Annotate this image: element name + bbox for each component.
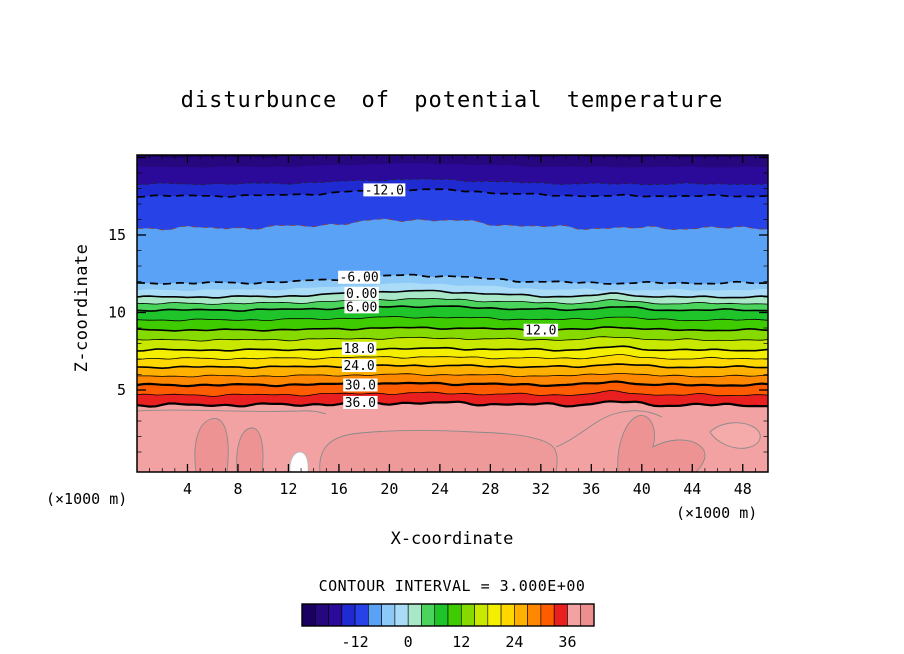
contour-line [137, 354, 768, 360]
colorbar-cell [328, 603, 343, 627]
contour-label-bg [341, 359, 377, 373]
colorbar-cell [447, 603, 462, 627]
colorbar-cell [434, 603, 449, 627]
contour-line [137, 273, 768, 285]
contour-line [137, 373, 768, 378]
colorbar-cell [354, 603, 369, 627]
contour-line [137, 326, 768, 332]
contour-label: 24.0 [343, 359, 374, 374]
contour-line [137, 188, 768, 198]
contour-line [137, 363, 768, 370]
contour-interval-label: CONTOUR INTERVAL = 3.000E+00 [318, 577, 586, 595]
contour-label: 18.0 [343, 342, 374, 357]
contour-line [137, 400, 768, 408]
colorbar-tick-label: -12 [342, 633, 369, 651]
z-tick-label: 10 [108, 304, 126, 322]
z-tick-label: 15 [108, 226, 126, 244]
colorbar-cell [553, 603, 568, 627]
contour-label: -12.0 [365, 183, 404, 198]
colorbar-tick-label: 36 [558, 633, 576, 651]
ground-contour [289, 451, 309, 472]
ground-contour [194, 418, 229, 472]
x-tick-label: 12 [279, 480, 297, 498]
colorbar-tick-label: 12 [452, 633, 470, 651]
colorbar-tick-label: 24 [505, 633, 523, 651]
x-tick-label: 40 [633, 480, 651, 498]
colorbar-tick-label: 0 [404, 633, 413, 651]
contour-label: 36.0 [345, 396, 376, 411]
x-unit-label-right: (×1000 m) [676, 504, 758, 522]
contour-line [137, 380, 768, 388]
contour-label-bg [363, 183, 406, 197]
contour-line [137, 298, 768, 305]
contour-label-bg [523, 323, 559, 337]
x-tick-label: 24 [431, 480, 449, 498]
contour-label: 0.00 [346, 287, 377, 302]
colorbar-cell [368, 603, 382, 627]
x-tick-label: 8 [233, 480, 242, 498]
colorbar-cell [394, 603, 409, 627]
colorbar-cell [500, 603, 515, 627]
contour-line [137, 289, 768, 299]
x-tick-label: 44 [683, 480, 701, 498]
ground-contour [709, 422, 761, 449]
colorbar-frame [301, 603, 595, 627]
contour-line [137, 178, 768, 186]
contour-label: 30.0 [345, 378, 376, 393]
colorbar-cell [381, 603, 396, 627]
x-tick-label: 36 [582, 480, 600, 498]
x-tick-label: 4 [183, 480, 192, 498]
colorbar: -12 0 12 24 36 [301, 603, 595, 651]
contour-label-bg [344, 286, 379, 300]
colorbar-cell [407, 603, 422, 627]
x-tick-label: 28 [481, 480, 499, 498]
contour-label-bg [343, 378, 378, 392]
colorbar-cell [341, 603, 356, 627]
contour-line [137, 305, 768, 312]
colorbar-cell [314, 603, 329, 627]
x-tick-label: 48 [734, 480, 752, 498]
colorbar-cell [567, 603, 582, 627]
colorbar-cell [580, 603, 595, 627]
x-tick-label: 20 [380, 480, 398, 498]
x-axis-label: X-coordinate [390, 529, 514, 549]
ground-contour [236, 427, 264, 472]
x-tick-label: 16 [330, 480, 348, 498]
colorbar-cell [460, 603, 475, 627]
colorbar-cell [527, 603, 542, 627]
chart-title: disturbunce of potential temperature [180, 88, 724, 113]
contour-label-bg [344, 300, 379, 314]
colorbar-cell [487, 603, 502, 627]
contour-label: 12.0 [525, 324, 556, 339]
colorbar-cell [474, 603, 489, 627]
colorbar-cell [421, 603, 436, 627]
colorbar-cell [514, 603, 528, 627]
x-tick-label: 32 [532, 480, 550, 498]
contour-line [137, 336, 768, 342]
x-unit-label-left: (×1000 m) [46, 490, 128, 508]
ground-contour [319, 429, 558, 472]
contour-label: 6.00 [346, 300, 377, 315]
ground-contour [617, 414, 706, 472]
contour-line [137, 218, 768, 231]
ground-contour [555, 410, 663, 448]
contour-label-bg [338, 270, 381, 284]
colorbar-cell [301, 603, 316, 627]
contour-label-bg [341, 341, 377, 355]
contour-label: -6.00 [340, 271, 379, 286]
z-tick-label: 5 [117, 381, 126, 399]
ground-contour [137, 409, 327, 415]
colorbar-cell [540, 603, 555, 627]
contour-line [137, 345, 768, 352]
contour-line [137, 390, 768, 397]
contour-label-bg [343, 395, 378, 409]
contour-line [137, 316, 768, 322]
